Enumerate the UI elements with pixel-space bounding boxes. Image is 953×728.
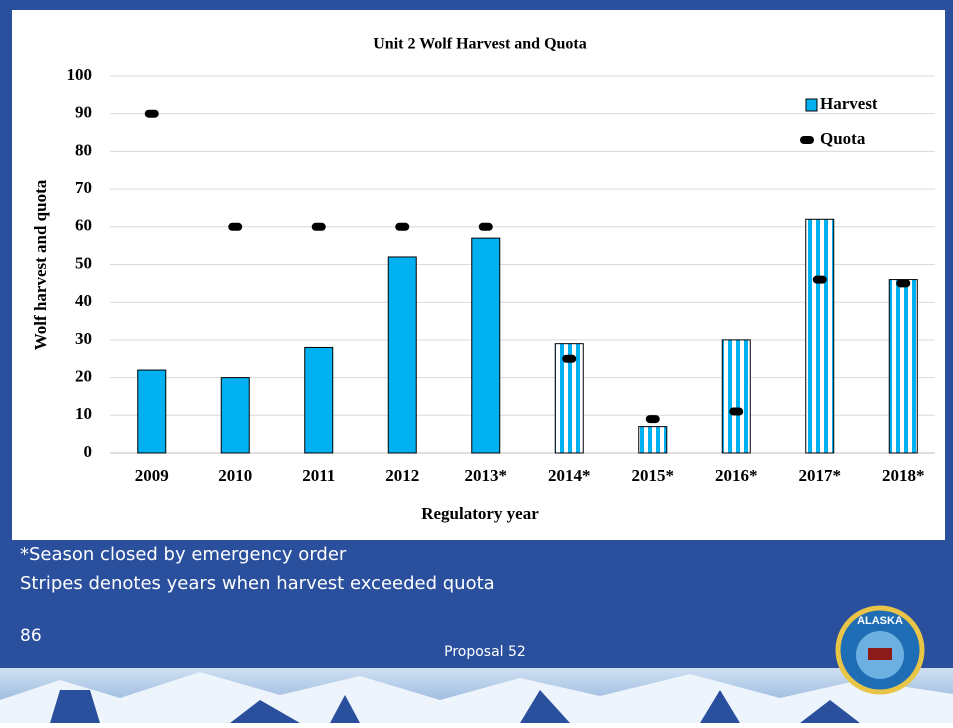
bar <box>471 237 501 454</box>
legend-label: Quota <box>820 129 866 148</box>
footnote: *Season closed by emergency order <box>20 544 347 565</box>
y-tick-label: 100 <box>67 65 93 84</box>
quota-marker <box>729 407 744 416</box>
y-tick-label: 50 <box>75 253 92 272</box>
logo-text: ALASKA <box>857 615 903 627</box>
quota-marker <box>395 222 410 231</box>
legend-swatch <box>805 98 818 112</box>
y-tick-label: 40 <box>75 291 92 310</box>
y-tick-label: 70 <box>75 178 92 197</box>
quota-marker <box>896 279 911 288</box>
y-tick-label: 20 <box>75 367 92 386</box>
quota-marker <box>144 109 159 118</box>
bar <box>638 426 668 454</box>
logo-caribou <box>868 648 892 660</box>
y-tick-label: 60 <box>75 216 92 235</box>
x-tick-label: 2018* <box>882 466 925 485</box>
x-tick-label: 2014* <box>548 466 591 485</box>
footnote: Stripes denotes years when harvest excee… <box>20 573 495 594</box>
x-tick-label: 2012 <box>385 466 419 485</box>
y-tick-label: 90 <box>75 103 92 122</box>
quota-marker <box>478 222 493 231</box>
x-tick-label: 2011 <box>302 466 335 485</box>
y-tick-label: 10 <box>75 404 92 423</box>
bar <box>304 346 334 454</box>
chart-title: Unit 2 Wolf Harvest and Quota <box>373 36 587 53</box>
x-tick-label: 2009 <box>135 466 169 485</box>
bar <box>721 339 751 454</box>
y-tick-label: 80 <box>75 140 92 159</box>
x-tick-label: 2016* <box>715 466 758 485</box>
quota-marker <box>228 222 243 231</box>
bar <box>220 377 250 454</box>
footer: Proposal 52 <box>444 644 526 660</box>
bar <box>888 279 918 454</box>
quota-marker <box>562 354 577 363</box>
legend-label: Harvest <box>820 94 878 113</box>
bar <box>387 256 417 454</box>
quota-marker <box>645 415 660 424</box>
animal-silhouettes <box>50 690 860 723</box>
y-tick-label: 30 <box>75 329 92 348</box>
quota-marker <box>311 222 326 231</box>
x-tick-label: 2017* <box>799 466 842 485</box>
legend-swatch <box>800 136 814 144</box>
quota-marker <box>812 275 827 284</box>
x-tick-label: 2015* <box>632 466 675 485</box>
page-number: 86 <box>20 626 42 646</box>
bar <box>805 218 835 454</box>
y-tick-label: 0 <box>84 442 93 461</box>
x-tick-label: 2013* <box>465 466 508 485</box>
bar <box>137 369 167 454</box>
x-axis-title: Regulatory year <box>421 504 539 523</box>
y-axis-title: Wolf harvest and quota <box>31 179 50 350</box>
x-tick-label: 2010 <box>218 466 252 485</box>
